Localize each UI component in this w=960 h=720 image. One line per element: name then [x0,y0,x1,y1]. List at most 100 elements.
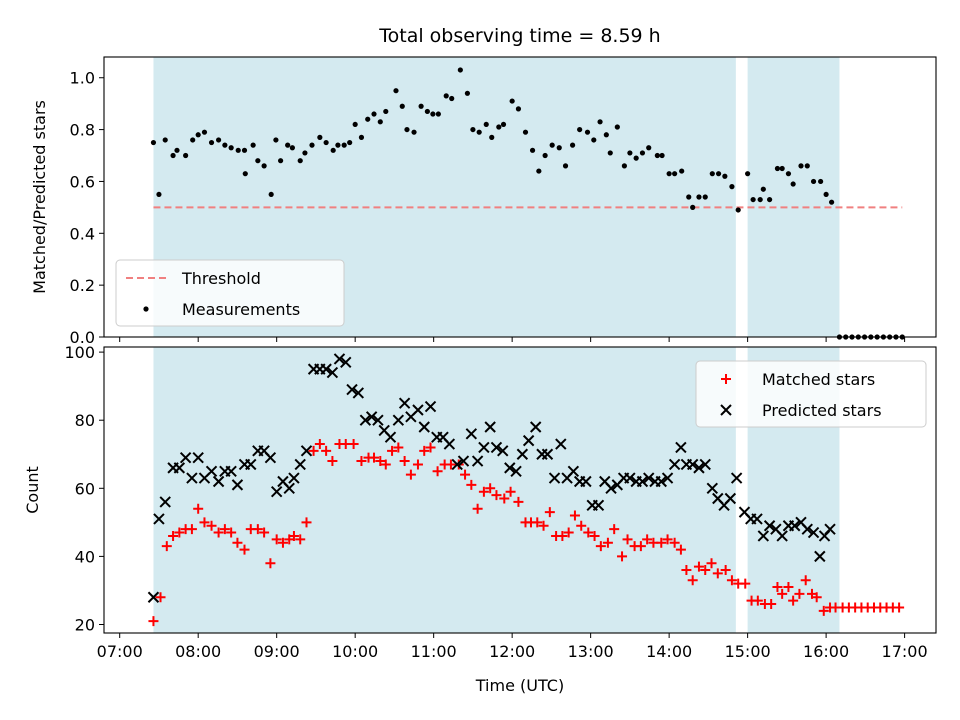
predicted-star-point [730,472,743,484]
x-axis-label: Time (UTC) [475,676,564,695]
predicted-star-point [699,458,711,471]
predicted-star-point [661,472,674,484]
measurement-point [278,158,284,164]
measurement-point [627,150,633,156]
measurement-point [483,121,489,128]
matched-star-point [301,517,312,528]
measurement-point [745,171,751,177]
predicted-star-point [392,414,405,426]
measurement-point [358,134,365,140]
measurement-point [591,137,597,143]
measurement-point [404,126,410,133]
measurement-point [659,152,665,159]
measurement-point [584,129,591,135]
predicted-star-point [763,520,776,532]
predicted-star-point [541,448,554,460]
predicted-star-point [359,414,372,426]
measurement-point [195,132,201,138]
matched-star-point [472,503,483,514]
predicted-star-point [686,458,699,471]
y-tick-label: 0.8 [70,121,95,140]
measurement-point [614,124,620,130]
legend: Matched stars Predicted stars [695,360,927,428]
matched-star-point [314,439,325,450]
predicted-star-point [567,465,580,477]
measurement-point [341,142,347,148]
predicted-star-point [372,414,384,426]
y-axis-ticks: 20 40 60 80 100 [64,343,104,634]
legend-box [115,259,345,327]
measurement-point [603,132,609,138]
y-tick-label: 0.4 [70,224,95,243]
measurement-point [335,142,341,148]
x-tick-label: 08:00 [175,642,221,661]
matched-star-point [277,537,288,548]
matched-star-point [557,530,568,541]
measurement-point [309,142,315,148]
x-tick-label: 13:00 [568,642,614,661]
predicted-star-point [824,523,836,535]
measurement-point [774,165,781,172]
predicted-star-point [643,472,655,484]
measurement-point [829,199,835,205]
legend: Threshold Measurements [115,259,345,327]
measurement-point [302,150,308,156]
measurement-point [424,108,430,115]
measurement-point [289,145,295,151]
measurement-point [457,67,463,73]
predicted-star-point [807,526,820,539]
matched-star-point [617,551,628,562]
y-tick-label: 0.6 [70,172,95,191]
measurement-point [268,191,274,198]
measurement-point [377,119,383,125]
predicted-star-point [300,445,313,457]
predicted-star-point [288,472,300,484]
matched-star-point [412,459,423,470]
x-tick-label: 15:00 [725,642,771,661]
x-tick-label: 10:00 [332,642,378,661]
predicted-star-point [346,383,358,396]
legend-box [695,360,927,428]
predicted-star-point [592,499,605,512]
predicted-star-point [147,591,160,603]
matched-star-point [656,537,667,548]
matched-star-point [219,524,230,535]
measurement-point [201,129,208,135]
predicted-star-point [173,462,186,474]
measurement-point [709,171,715,177]
predicted-star-point [398,397,411,409]
measurement-point [261,163,267,169]
matched-star-point [589,530,600,541]
matched-star-point [239,544,250,555]
predicted-star-point [412,404,424,416]
matched-star-point [544,507,555,518]
measurement-point [174,147,180,153]
matched-star-point [532,517,543,528]
matched-star-point [513,496,524,507]
predicted-star-point [605,482,617,495]
measurement-point [597,119,603,125]
matched-star-point [595,541,606,552]
predicted-star-point [231,479,244,491]
measurement-point [790,181,796,187]
plot-frame [103,56,937,338]
measurement-point [235,147,241,153]
measurement-point [470,126,476,133]
measurement-point [562,163,569,169]
matched-star-point [505,486,516,497]
matched-star-point [419,445,430,456]
measurement-point [285,142,291,148]
measurement-point [798,163,804,169]
matched-star-point [252,524,263,535]
matched-star-point [499,493,510,504]
measurement-point [150,139,157,146]
matched-star-point [174,527,185,538]
matched-star-point [466,479,477,490]
legend-swatch-predicted [720,404,732,416]
matched-star-point [193,503,204,514]
predicted-star-point [789,520,801,532]
measurement-point [190,137,196,143]
measurement-point [449,95,455,102]
measurement-point [430,111,436,117]
matched-star-point [265,558,276,569]
